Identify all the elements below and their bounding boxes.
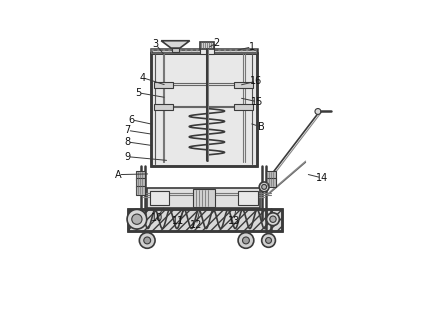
Circle shape bbox=[262, 234, 276, 247]
Bar bbox=[151, 48, 256, 53]
Bar bbox=[151, 53, 256, 166]
Circle shape bbox=[144, 237, 151, 244]
Bar bbox=[154, 104, 173, 110]
Text: 10: 10 bbox=[151, 212, 163, 223]
Text: 11: 11 bbox=[172, 216, 185, 226]
Circle shape bbox=[132, 214, 142, 224]
Bar bbox=[266, 171, 276, 180]
Circle shape bbox=[238, 233, 254, 248]
Bar bbox=[238, 190, 258, 205]
Text: 13: 13 bbox=[228, 216, 240, 226]
Circle shape bbox=[262, 184, 267, 189]
Bar bbox=[150, 190, 169, 205]
Bar bbox=[199, 42, 214, 48]
Circle shape bbox=[266, 237, 272, 243]
Text: 1: 1 bbox=[249, 42, 255, 52]
Bar bbox=[154, 82, 173, 88]
Circle shape bbox=[267, 213, 280, 226]
Circle shape bbox=[242, 237, 249, 244]
Bar bbox=[193, 189, 215, 206]
Bar bbox=[234, 82, 253, 88]
Bar bbox=[207, 44, 214, 54]
Circle shape bbox=[127, 209, 147, 229]
Polygon shape bbox=[161, 41, 190, 48]
Bar bbox=[152, 49, 256, 53]
Text: 15: 15 bbox=[251, 97, 263, 107]
Text: 3: 3 bbox=[153, 40, 159, 49]
Bar bbox=[151, 53, 256, 166]
Text: 16: 16 bbox=[250, 76, 262, 86]
Text: 14: 14 bbox=[315, 173, 328, 183]
Text: 2: 2 bbox=[213, 38, 219, 48]
Bar bbox=[136, 171, 145, 180]
Text: 9: 9 bbox=[124, 152, 131, 162]
Text: B: B bbox=[258, 122, 265, 132]
Text: 6: 6 bbox=[128, 115, 135, 125]
Text: 4: 4 bbox=[139, 73, 145, 83]
Bar bbox=[172, 48, 179, 52]
Bar bbox=[128, 210, 282, 231]
Bar bbox=[234, 104, 253, 110]
Text: 7: 7 bbox=[124, 125, 131, 135]
Bar bbox=[128, 210, 282, 231]
Circle shape bbox=[140, 233, 155, 248]
Bar bbox=[136, 178, 145, 187]
Circle shape bbox=[259, 182, 269, 192]
Text: A: A bbox=[115, 170, 122, 180]
Bar bbox=[147, 188, 260, 208]
Bar bbox=[199, 44, 207, 54]
Text: 8: 8 bbox=[124, 137, 131, 147]
Circle shape bbox=[315, 108, 321, 115]
Circle shape bbox=[270, 216, 276, 222]
Bar bbox=[266, 178, 276, 187]
Bar bbox=[136, 186, 145, 195]
Text: 12: 12 bbox=[190, 220, 202, 230]
Text: 5: 5 bbox=[136, 88, 142, 98]
